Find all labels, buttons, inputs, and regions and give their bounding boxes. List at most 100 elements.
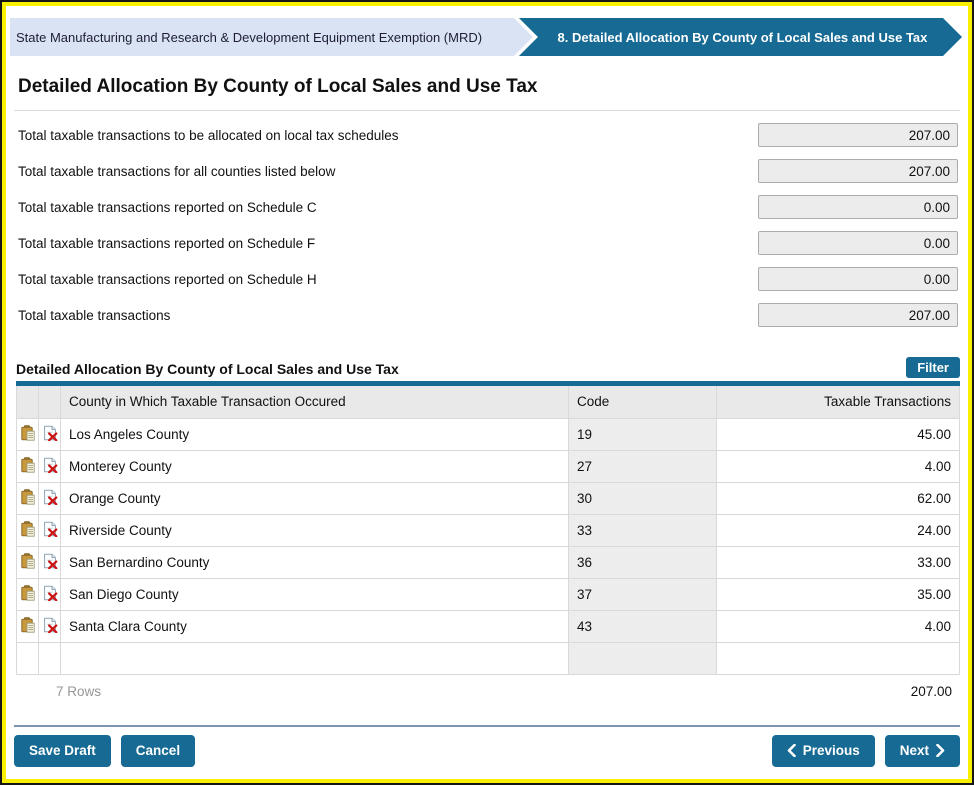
table-row: Riverside County 33 24.00 xyxy=(16,514,960,547)
county-cell: Monterey County xyxy=(60,450,569,483)
code-cell: 30 xyxy=(568,482,717,515)
action-bar: Save Draft Cancel Previous Next xyxy=(14,734,960,767)
row-count: 7 Rows xyxy=(56,684,102,699)
table-row: San Diego County 37 35.00 xyxy=(16,578,960,611)
left-actions: Save Draft Cancel xyxy=(14,734,196,767)
table-section-title: Detailed Allocation By County of Local S… xyxy=(16,361,399,377)
county-cell: San Bernardino County xyxy=(60,546,569,579)
total-all-counties-field[interactable] xyxy=(758,159,958,183)
amount-column-header: Taxable Transactions xyxy=(716,386,960,419)
table-footer: 7 Rows 207.00 xyxy=(16,675,960,709)
delete-row-button[interactable] xyxy=(42,617,58,633)
delete-icon xyxy=(42,457,58,473)
delete-row-button[interactable] xyxy=(42,489,58,505)
table-row: San Bernardino County 36 33.00 xyxy=(16,546,960,579)
copy-row-button[interactable] xyxy=(20,553,36,569)
copy-icon xyxy=(20,617,36,633)
save-draft-button[interactable]: Save Draft xyxy=(14,734,111,767)
amount-cell: 33.00 xyxy=(716,546,960,579)
code-cell: 43 xyxy=(568,610,717,643)
code-cell: 19 xyxy=(568,418,717,451)
cancel-button[interactable]: Cancel xyxy=(120,734,196,767)
delete-row-button[interactable] xyxy=(42,585,58,601)
field-label: Total taxable transactions for all count… xyxy=(18,163,336,179)
county-cell-empty[interactable] xyxy=(60,642,569,675)
copy-row-button[interactable] xyxy=(20,617,36,633)
summary-field-row: Total taxable transactions for all count… xyxy=(18,153,958,189)
delete-icon xyxy=(42,585,58,601)
previous-button[interactable]: Previous xyxy=(771,734,875,767)
copy-icon xyxy=(20,553,36,569)
section-accent-bar xyxy=(16,381,960,386)
delete-cell-empty xyxy=(38,642,61,675)
table-row: Orange County 30 62.00 xyxy=(16,482,960,515)
breadcrumb-step-previous-label: State Manufacturing and Research & Devel… xyxy=(16,29,483,45)
delete-row-button[interactable] xyxy=(42,425,58,441)
filter-button[interactable]: Filter xyxy=(906,357,960,378)
delete-row-button[interactable] xyxy=(42,521,58,537)
amount-cell: 4.00 xyxy=(716,450,960,483)
copy-icon xyxy=(20,457,36,473)
field-label: Total taxable transactions reported on S… xyxy=(18,235,316,251)
previous-label: Previous xyxy=(802,743,860,758)
county-allocation-table: County in Which Taxable Transaction Occu… xyxy=(16,386,960,675)
chevron-left-icon xyxy=(787,744,796,757)
county-cell: Los Angeles County xyxy=(60,418,569,451)
copy-row-button[interactable] xyxy=(20,457,36,473)
delete-row-button[interactable] xyxy=(42,553,58,569)
amount-cell-empty xyxy=(716,642,960,675)
county-cell: Riverside County xyxy=(60,514,569,547)
table-section-header: Detailed Allocation By County of Local S… xyxy=(16,357,960,381)
schedule-c-field[interactable] xyxy=(758,195,958,219)
copy-column-header xyxy=(16,386,39,419)
table-row: Los Angeles County 19 45.00 xyxy=(16,418,960,451)
page-title: Detailed Allocation By County of Local S… xyxy=(18,76,538,97)
delete-icon xyxy=(42,617,58,633)
amount-cell: 35.00 xyxy=(716,578,960,611)
table-row: Monterey County 27 4.00 xyxy=(16,450,960,483)
next-button[interactable]: Next xyxy=(884,734,960,767)
delete-icon xyxy=(42,521,58,537)
delete-icon xyxy=(42,553,58,569)
schedule-f-field[interactable] xyxy=(758,231,958,255)
summary-fields: Total taxable transactions to be allocat… xyxy=(18,117,958,333)
amount-cell: 24.00 xyxy=(716,514,960,547)
field-label: Total taxable transactions xyxy=(18,307,171,323)
copy-row-button[interactable] xyxy=(20,585,36,601)
county-cell: Orange County xyxy=(60,482,569,515)
amount-cell: 62.00 xyxy=(716,482,960,515)
schedule-h-field[interactable] xyxy=(758,267,958,291)
table-header-row: County in Which Taxable Transaction Occu… xyxy=(16,386,960,419)
county-cell: San Diego County xyxy=(60,578,569,611)
next-label: Next xyxy=(899,743,929,758)
copy-row-button[interactable] xyxy=(20,521,36,537)
delete-icon xyxy=(42,489,58,505)
summary-field-row: Total taxable transactions xyxy=(18,297,958,333)
breadcrumb-step-current[interactable]: 8. Detailed Allocation By County of Loca… xyxy=(519,18,962,56)
code-cell: 36 xyxy=(568,546,717,579)
copy-cell-empty xyxy=(16,642,39,675)
county-cell: Santa Clara County xyxy=(60,610,569,643)
breadcrumb-step-previous[interactable]: State Manufacturing and Research & Devel… xyxy=(10,18,533,56)
copy-icon xyxy=(20,585,36,601)
field-label: Total taxable transactions reported on S… xyxy=(18,271,317,287)
total-to-be-allocated-field[interactable] xyxy=(758,123,958,147)
summary-field-row: Total taxable transactions reported on S… xyxy=(18,261,958,297)
copy-row-button[interactable] xyxy=(20,489,36,505)
copy-row-button[interactable] xyxy=(20,425,36,441)
breadcrumb-step-current-label: 8. Detailed Allocation By County of Loca… xyxy=(557,29,928,45)
code-cell-empty xyxy=(568,642,717,675)
save-draft-label: Save Draft xyxy=(29,743,96,758)
code-column-header: Code xyxy=(568,386,717,419)
page: State Manufacturing and Research & Devel… xyxy=(6,6,968,779)
right-actions: Previous Next xyxy=(771,734,960,767)
total-taxable-transactions-field[interactable] xyxy=(758,303,958,327)
table-row-empty xyxy=(16,642,960,675)
code-cell: 33 xyxy=(568,514,717,547)
delete-row-button[interactable] xyxy=(42,457,58,473)
actions-divider xyxy=(14,724,960,727)
field-label: Total taxable transactions reported on S… xyxy=(18,199,317,215)
table-row: Santa Clara County 43 4.00 xyxy=(16,610,960,643)
amount-cell: 45.00 xyxy=(716,418,960,451)
